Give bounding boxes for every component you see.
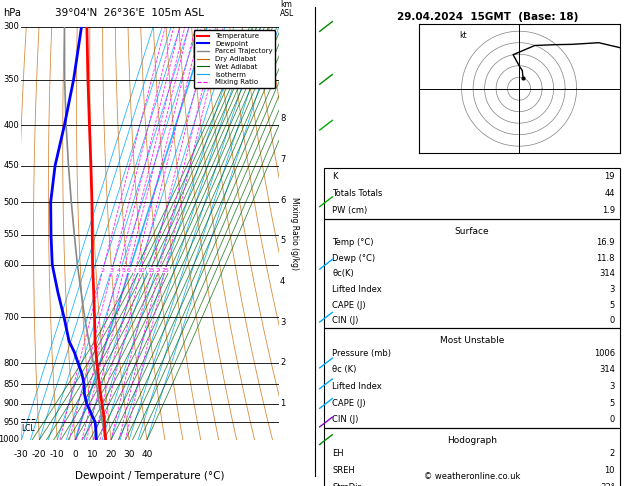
Text: 314: 314 [599, 269, 615, 278]
Text: 5: 5 [280, 236, 286, 245]
Text: Lifted Index: Lifted Index [332, 382, 382, 391]
Text: CIN (J): CIN (J) [332, 415, 359, 424]
Text: 350: 350 [4, 75, 19, 84]
Text: 10: 10 [137, 268, 145, 273]
Text: 2: 2 [101, 268, 104, 273]
Text: 0: 0 [610, 415, 615, 424]
Text: 300: 300 [4, 22, 19, 31]
Text: Totals Totals: Totals Totals [332, 189, 382, 198]
Text: 5: 5 [610, 399, 615, 408]
Text: StmDir: StmDir [332, 483, 361, 486]
Text: Temp (°C): Temp (°C) [332, 238, 374, 247]
Text: 19: 19 [604, 172, 615, 181]
Text: 20: 20 [155, 268, 163, 273]
Text: Hodograph: Hodograph [447, 436, 497, 445]
Text: 29.04.2024  15GMT  (Base: 18): 29.04.2024 15GMT (Base: 18) [397, 12, 579, 22]
Text: 30: 30 [123, 450, 135, 459]
Text: 15: 15 [148, 268, 155, 273]
Text: 5: 5 [610, 301, 615, 310]
Text: θᴄ(K): θᴄ(K) [332, 269, 354, 278]
Text: CAPE (J): CAPE (J) [332, 301, 366, 310]
Text: -20: -20 [32, 450, 47, 459]
Text: 400: 400 [4, 121, 19, 130]
Text: 4: 4 [280, 277, 286, 286]
Text: 600: 600 [4, 260, 19, 269]
Text: 33°: 33° [600, 483, 615, 486]
Text: 1006: 1006 [594, 349, 615, 358]
Text: 900: 900 [4, 399, 19, 408]
Text: hPa: hPa [3, 8, 21, 18]
Text: 25: 25 [161, 268, 169, 273]
Text: 3: 3 [610, 382, 615, 391]
Text: 550: 550 [4, 230, 19, 239]
Text: 10: 10 [87, 450, 99, 459]
Text: -30: -30 [14, 450, 29, 459]
Text: 10: 10 [604, 466, 615, 475]
Text: 39°04'N  26°36'E  105m ASL: 39°04'N 26°36'E 105m ASL [55, 8, 204, 18]
Text: EH: EH [332, 449, 344, 458]
Text: Lifted Index: Lifted Index [332, 285, 382, 294]
Text: 40: 40 [142, 450, 153, 459]
Text: 44: 44 [604, 189, 615, 198]
Bar [325, 168, 620, 219]
Text: 1.9: 1.9 [602, 206, 615, 215]
Text: 16.9: 16.9 [596, 238, 615, 247]
Text: LCL: LCL [21, 424, 35, 433]
Text: 314: 314 [599, 365, 615, 374]
Bar [325, 219, 620, 328]
Text: 5: 5 [122, 268, 126, 273]
Text: 20: 20 [106, 450, 117, 459]
Legend: Temperature, Dewpoint, Parcel Trajectory, Dry Adiabat, Wet Adiabat, Isotherm, Mi: Temperature, Dewpoint, Parcel Trajectory… [194, 30, 276, 88]
Text: 1: 1 [280, 399, 286, 408]
Text: km
ASL: km ASL [280, 0, 294, 18]
Text: 3: 3 [610, 285, 615, 294]
Text: 7: 7 [280, 155, 286, 164]
Text: Dewp (°C): Dewp (°C) [332, 254, 376, 263]
Text: 2: 2 [280, 359, 286, 367]
Text: kt: kt [459, 31, 467, 40]
Text: -10: -10 [50, 450, 65, 459]
Text: 3: 3 [110, 268, 114, 273]
Text: θᴄ (K): θᴄ (K) [332, 365, 357, 374]
Text: SREH: SREH [332, 466, 355, 475]
Text: 850: 850 [4, 380, 19, 389]
Text: 700: 700 [4, 313, 19, 322]
Text: 2: 2 [610, 449, 615, 458]
Bar [325, 428, 620, 486]
Text: © weatheronline.co.uk: © weatheronline.co.uk [424, 472, 520, 481]
Bar [325, 328, 620, 428]
Text: 6: 6 [280, 196, 286, 205]
Text: K: K [332, 172, 338, 181]
Text: CIN (J): CIN (J) [332, 316, 359, 325]
Text: 0: 0 [610, 316, 615, 325]
Text: 11.8: 11.8 [596, 254, 615, 263]
Text: 1000: 1000 [0, 435, 19, 444]
Text: CAPE (J): CAPE (J) [332, 399, 366, 408]
Text: Dewpoint / Temperature (°C): Dewpoint / Temperature (°C) [75, 471, 225, 481]
Text: 500: 500 [4, 197, 19, 207]
Text: 3: 3 [280, 318, 286, 327]
Text: 8: 8 [280, 114, 286, 123]
Text: 950: 950 [4, 418, 19, 427]
Text: Most Unstable: Most Unstable [440, 336, 504, 346]
Text: 450: 450 [4, 161, 19, 171]
Text: 4: 4 [116, 268, 121, 273]
Text: 8: 8 [133, 268, 137, 273]
Text: 6: 6 [126, 268, 130, 273]
Text: Surface: Surface [455, 226, 489, 236]
Text: 800: 800 [4, 359, 19, 368]
Text: Pressure (mb): Pressure (mb) [332, 349, 391, 358]
Text: Mixing Ratio (g/kg): Mixing Ratio (g/kg) [290, 197, 299, 270]
Text: 0: 0 [72, 450, 78, 459]
Text: PW (cm): PW (cm) [332, 206, 367, 215]
